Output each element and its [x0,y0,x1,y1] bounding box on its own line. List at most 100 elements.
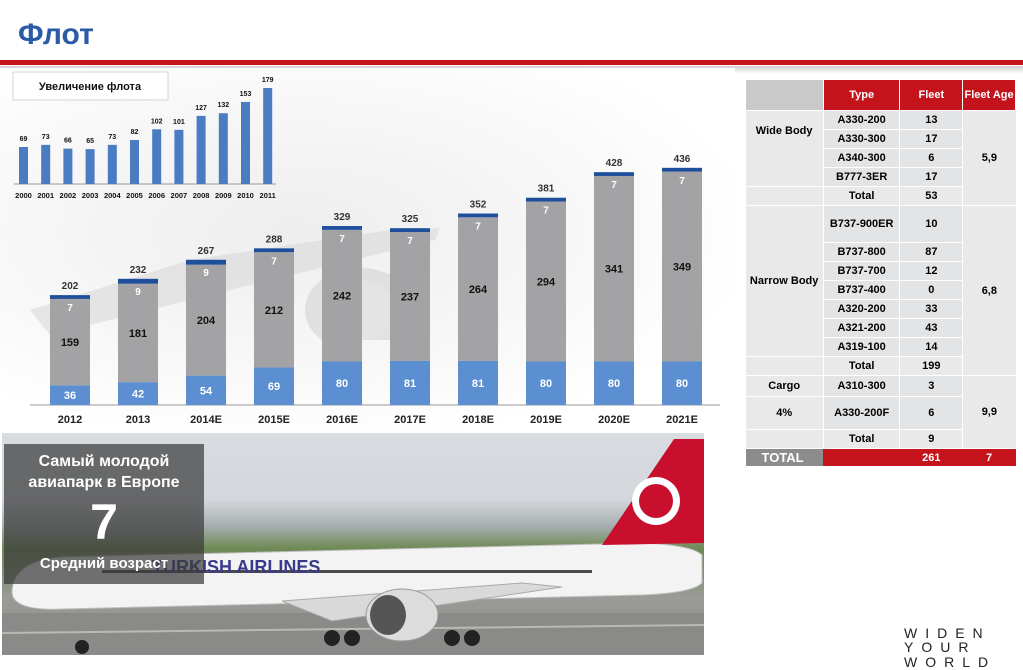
bar-wide-body [118,382,158,405]
growth-year-label: 2001 [37,191,54,200]
aircraft-type: A340-300 [822,148,900,168]
cargo-value-label: 7 [67,303,73,314]
total-value-label: 381 [538,184,555,195]
aircraft-type: B737-900ER [822,205,900,243]
aircraft-type: B737-400 [822,280,900,300]
bar-wide-body [594,361,634,405]
page-title: Флот [18,18,94,51]
cargo-value-label: 7 [475,222,481,233]
growth-year-label: 2011 [260,191,276,200]
cargo-value-label: 7 [271,256,277,267]
aircraft-count: 17 [899,129,963,149]
aircraft-type: A319-100 [822,337,900,357]
narrow-body-value-label: 294 [537,277,556,289]
narrow-body-value-label: 341 [605,264,623,276]
table-header-blank [745,79,824,111]
narrow-body-value-label: 349 [673,262,691,274]
cargo-age: 9,9 [962,375,1016,449]
total-value-label: 428 [606,158,623,169]
wide-body-value-label: 42 [132,389,144,401]
year-category-label: 2019E [530,414,562,426]
wide-body-age: 5,9 [962,110,1016,206]
bar-narrow-body [526,201,566,362]
growth-value-label: 127 [195,105,207,112]
fleet-forecast-chart: 36 159 7 202 2012 42 181 9 232 2013 54 204 9 267 2014E… [30,154,720,445]
total-label: Total [822,186,900,206]
bar-wide-body [662,361,702,405]
fleet-growth-title-box [12,71,169,101]
bar-narrow-body [390,232,430,361]
total-value-label: 202 [62,281,79,292]
wide-body-value-label: 80 [676,378,688,390]
total-value-label: 325 [402,214,419,225]
bar-cargo [322,226,362,230]
growth-value-label: 69 [20,136,28,143]
aircraft-type: A330-200 [822,110,900,130]
growth-bar [174,129,184,184]
bar-wide-body [526,361,566,405]
age-highlight-line2: авиапарк в Европе [28,474,180,491]
wide-body-value-label: 80 [336,378,348,390]
bar-cargo [186,259,226,265]
aircraft-type: A330-300 [822,129,900,149]
growth-bar [41,144,51,184]
table-row: Cargo A310-300 3 9,9 [745,375,1016,449]
year-category-label: 2012 [58,414,82,426]
growth-value-label: 73 [42,134,50,141]
wide-body-value-label: 69 [268,381,280,393]
fleet-table: Type Fleet Fleet Age Wide Body A330-200 … [745,79,1016,467]
wide-body-value-label: 36 [64,390,76,402]
table-row: A330-300 17 [746,129,1016,149]
bar-wide-body [50,385,90,405]
table-row: B737-800 87 [746,242,1016,262]
aircraft-count: 87 [899,242,963,262]
bar-wide-body [322,361,362,405]
grand-total-label: TOTAL [745,448,824,467]
year-category-label: 2018E [462,414,494,426]
age-highlight-box: Самый молодой авиапарк в Европе 7 Средни… [4,444,204,584]
table-row: B737-400 0 [746,280,1016,300]
bar-wide-body [254,367,294,405]
bar-narrow-body [118,283,158,383]
narrow-body-value-label: 264 [469,284,488,296]
table-row: A321-200 43 [746,318,1016,338]
total-value-label: 329 [334,212,351,223]
bar-cargo [594,172,634,176]
year-category-label: 2015E [258,414,290,426]
growth-bar [152,129,162,184]
year-category-label: 2016E [326,414,358,426]
table-row: B737-700 12 [746,261,1016,281]
grand-total-age: 7 [962,448,1016,467]
aircraft-illustration: TURKISH AIRLINES [2,439,704,655]
group-narrow-body: Narrow Body [745,205,824,357]
title-divider [0,60,1023,65]
aircraft-count: 13 [899,110,963,130]
fleet-growth-chart: Увеличение флота 69 2000 73 2001 66 2002 65 200… [12,71,276,200]
year-category-label: 2014E [190,414,222,426]
narrow-body-value-label: 242 [333,291,351,303]
cargo-share: 4% [745,396,824,430]
total-value-label: 232 [130,265,147,276]
table-row: A340-300 6 [746,148,1016,168]
growth-value-label: 82 [131,129,139,136]
year-category-label: 2021E [666,414,698,426]
table-row: Narrow Body B737-900ER 10 6,8 [745,205,1016,376]
table-row: B777-3ER 17 [746,167,1016,187]
growth-bar [107,144,117,184]
growth-bar [241,101,250,184]
growth-bar [63,148,73,184]
table-row: A320-200 33 [746,299,1016,319]
aircraft-type: A321-200 [822,318,900,338]
fleet-growth-title: Увеличение флота [39,81,142,93]
table-row: Total 9 [745,429,1016,449]
bar-cargo [50,295,90,299]
growth-value-label: 73 [108,134,116,141]
aircraft-count: 3 [899,375,963,397]
year-category-label: 2020E [598,414,630,426]
growth-year-label: 2004 [104,191,122,200]
total-count: 53 [899,186,963,206]
growth-value-label: 153 [240,91,252,98]
bar-narrow-body [594,175,634,362]
growth-bar [196,115,206,184]
cargo-value-label: 9 [135,287,141,298]
